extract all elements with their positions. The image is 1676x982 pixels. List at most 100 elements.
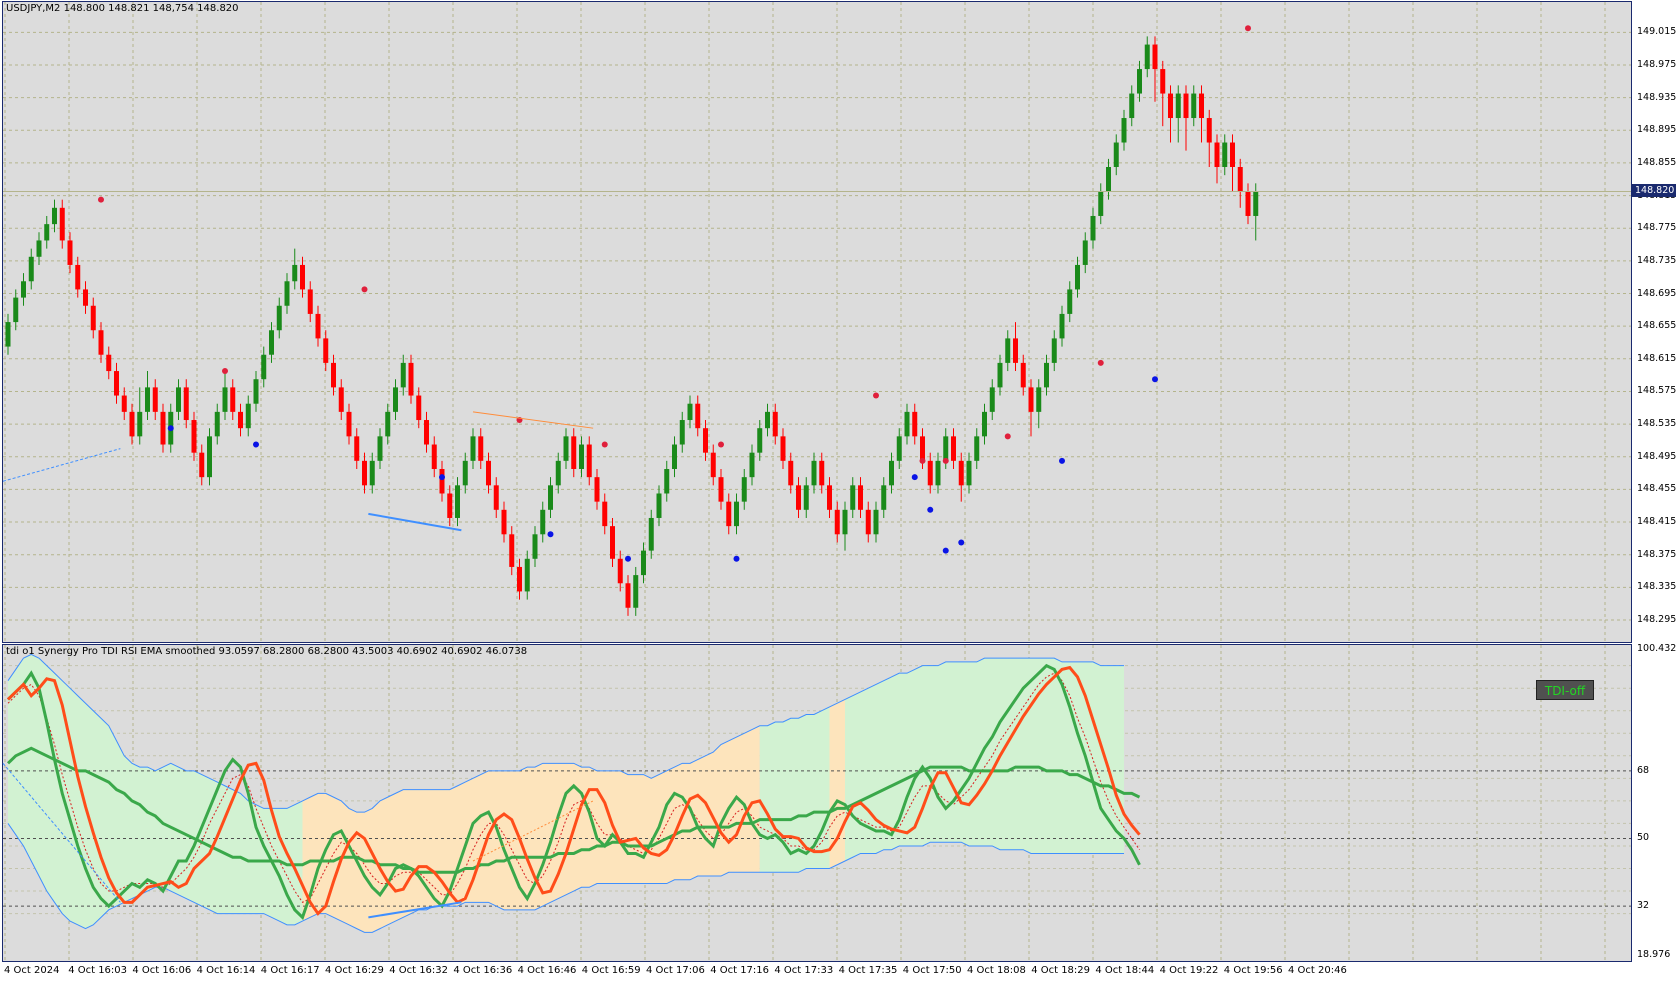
candle-body — [1067, 289, 1073, 314]
candle-body — [199, 452, 205, 478]
candle-body — [377, 436, 383, 461]
candle-body — [83, 289, 88, 306]
candle-body — [710, 452, 716, 478]
candle-body — [524, 558, 530, 592]
candle-body — [1152, 44, 1158, 70]
candle-body — [974, 436, 980, 461]
time-axis-label: 4 Oct 16:36 — [453, 965, 513, 976]
band-zone — [759, 706, 830, 873]
candle-body — [617, 558, 623, 584]
candle-body — [21, 281, 26, 298]
trade-signal-line — [6, 665, 1141, 916]
candle-body — [152, 387, 158, 412]
candle-body — [602, 501, 608, 527]
symbol-info: USDJPY,M2 148.800 148.821 148,754 148.82… — [6, 3, 239, 14]
candle-body — [726, 501, 732, 527]
candle-body — [137, 411, 143, 437]
price-axis-label: 148.975 — [1637, 58, 1676, 70]
price-axis-label: 148.535 — [1637, 418, 1676, 430]
candle-body — [741, 477, 747, 502]
candle-body — [555, 460, 561, 486]
upper-band-line — [7, 653, 1124, 813]
candle-body — [75, 264, 81, 290]
candle-body — [1183, 93, 1189, 119]
time-axis-label: 4 Oct 16:32 — [389, 965, 449, 976]
time-axis-label: 4 Oct 16:14 — [196, 965, 256, 976]
candle-body — [470, 436, 476, 461]
candle-body — [447, 493, 453, 518]
candle-body — [1106, 167, 1111, 192]
signal-dot-red — [1097, 359, 1104, 366]
price-axis-label: 148.455 — [1637, 483, 1676, 495]
price-axis-label: 148.335 — [1637, 581, 1676, 593]
time-axis-label: 4 Oct 16:06 — [132, 965, 192, 976]
candle-body — [966, 460, 972, 486]
ind-divergence-line — [2, 763, 121, 903]
candle-body — [1199, 93, 1204, 119]
candle-body — [951, 436, 956, 461]
candle-body — [788, 460, 794, 486]
candle-body — [997, 362, 1003, 388]
candle-body — [1237, 167, 1243, 192]
candle-body — [1013, 338, 1018, 363]
signal-dot-blue — [927, 506, 934, 513]
candle-body — [214, 411, 220, 437]
signal-dot-red — [98, 196, 104, 203]
candle-body — [493, 485, 499, 510]
time-axis-label: 4 Oct 17:33 — [774, 965, 834, 976]
candle-body — [1005, 338, 1011, 363]
time-axis-label: 4 Oct 17:06 — [646, 965, 705, 976]
candle-body — [718, 477, 724, 502]
candle-body — [222, 387, 228, 412]
candle-body — [749, 452, 755, 478]
time-axis-label: 4 Oct 17:50 — [902, 965, 962, 976]
signal-dot-red — [1245, 25, 1251, 32]
candle-body — [865, 509, 871, 535]
candle-body — [59, 207, 65, 241]
divergence-line-bull — [368, 512, 462, 532]
candle-body — [672, 444, 677, 469]
candle-body — [323, 338, 329, 363]
candles-group — [5, 36, 1259, 616]
candle-body — [416, 395, 422, 421]
time-axis-label: 4 Oct 16:17 — [260, 965, 320, 976]
signal-dot-red — [718, 441, 724, 448]
candle-body — [1051, 338, 1057, 363]
signal-dot-blue — [1059, 457, 1065, 464]
candle-body — [958, 460, 964, 486]
candle-body — [803, 485, 809, 510]
signal-dot-red — [942, 457, 949, 464]
candle-body — [462, 460, 468, 486]
candle-body — [1144, 44, 1150, 70]
indicator-info: tdi o1 Synergy Pro TDI RSI EMA smoothed … — [6, 646, 528, 657]
rsi-price-line — [6, 663, 1141, 921]
candle-body — [486, 460, 491, 486]
candle-body — [424, 420, 429, 445]
candle-body — [811, 460, 817, 486]
candle-body — [501, 509, 507, 535]
candle-body — [269, 330, 274, 355]
candle-body — [757, 428, 763, 453]
divergence-line-dashed — [2, 448, 121, 482]
candle-body — [1245, 191, 1251, 216]
signal-dot-blue — [942, 547, 949, 554]
candle-body — [834, 509, 840, 535]
candle-body — [431, 444, 437, 469]
tdi-toggle-button[interactable]: TDI-off — [1536, 680, 1594, 700]
price-chart-area[interactable] — [2, 1, 1632, 643]
candle-body — [300, 264, 305, 290]
price-axis-label: 148.415 — [1637, 516, 1676, 528]
candle-body — [904, 411, 910, 437]
time-axis-label: 4 Oct 2024 — [4, 965, 60, 976]
band-zone — [302, 725, 760, 933]
candle-body — [13, 297, 19, 323]
candle-body — [896, 436, 902, 461]
candle-body — [1113, 142, 1119, 167]
candle-body — [1214, 142, 1220, 167]
price-axis-label: 148.615 — [1637, 352, 1676, 364]
time-axis-label: 4 Oct 20:46 — [1288, 965, 1347, 976]
candle-body — [935, 460, 941, 486]
candle-body — [292, 264, 298, 282]
candle-body — [52, 207, 57, 225]
